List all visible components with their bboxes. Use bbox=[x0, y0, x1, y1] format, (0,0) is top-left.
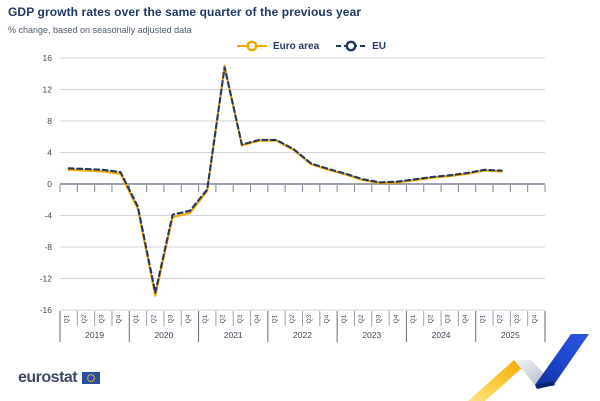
x-year-label: 2020 bbox=[154, 330, 173, 340]
x-quarter-label: Q3 bbox=[168, 314, 175, 323]
x-quarter-label: Q2 bbox=[150, 314, 157, 323]
x-quarter-label: Q3 bbox=[375, 314, 382, 323]
x-quarter-label: Q1 bbox=[341, 314, 348, 323]
legend-item-eu: EU bbox=[335, 40, 386, 52]
x-quarter-label: Q4 bbox=[116, 314, 123, 323]
x-year-label: 2021 bbox=[224, 330, 243, 340]
euro-area-line-marker-icon bbox=[237, 40, 267, 52]
x-year-label: 2022 bbox=[293, 330, 312, 340]
y-tick-label: 12 bbox=[43, 85, 53, 95]
x-quarter-label: Q1 bbox=[202, 314, 209, 323]
eu-flag-icon bbox=[82, 372, 101, 384]
x-quarter-label: Q1 bbox=[410, 314, 417, 323]
y-tick-label: 8 bbox=[47, 116, 52, 126]
x-quarter-label: Q2 bbox=[289, 314, 296, 323]
x-quarter-label: Q3 bbox=[98, 314, 105, 323]
y-tick-label: -4 bbox=[44, 211, 52, 221]
x-quarter-label: Q4 bbox=[531, 314, 538, 323]
x-quarter-label: Q2 bbox=[358, 314, 365, 323]
x-quarter-label: Q3 bbox=[306, 314, 313, 323]
x-quarter-label: Q4 bbox=[393, 314, 400, 323]
eurostat-logo: eurostat bbox=[18, 369, 101, 387]
legend: Euro area EU bbox=[236, 40, 386, 52]
series-line-eu bbox=[67, 66, 503, 294]
legend-label-euro-area: Euro area bbox=[273, 40, 320, 52]
x-quarter-label: Q4 bbox=[462, 314, 469, 323]
x-year-label: 2019 bbox=[85, 330, 104, 340]
x-quarter-label: Q2 bbox=[81, 314, 88, 323]
series-line-euro-area bbox=[67, 64, 503, 297]
chart-subtitle: % change, based on seasonally adjusted d… bbox=[8, 25, 192, 35]
y-tick-label: -8 bbox=[44, 242, 52, 252]
legend-item-euro-area: Euro area bbox=[236, 40, 319, 52]
x-quarter-label: Q4 bbox=[254, 314, 261, 323]
x-year-label: 2025 bbox=[501, 330, 520, 340]
x-quarter-label: Q2 bbox=[427, 314, 434, 323]
x-quarter-label: Q2 bbox=[220, 314, 227, 323]
x-quarter-label: Q4 bbox=[323, 314, 330, 323]
x-quarter-label: Q3 bbox=[237, 314, 244, 323]
gdp-growth-line-chart: 16 12 8 4 0 -4 -8 -12 -16 Q1 Q2 Q3 Q4 Q1 Q2 Q3 Q4 Q1 Q2 Q3 Q… bbox=[40, 53, 546, 342]
eurostat-wordmark: eurostat bbox=[18, 369, 78, 386]
x-year-label: 2023 bbox=[362, 330, 381, 340]
x-quarter-label: Q1 bbox=[479, 314, 486, 323]
page-title: GDP growth rates over the same quarter o… bbox=[8, 5, 362, 19]
x-quarter-label: Q1 bbox=[64, 314, 71, 323]
y-tick-label: -16 bbox=[40, 305, 53, 315]
y-tick-label: 16 bbox=[43, 53, 53, 63]
x-quarter-label: Q1 bbox=[272, 314, 279, 323]
x-quarter-label: Q4 bbox=[185, 314, 192, 323]
y-tick-label: 0 bbox=[47, 179, 52, 189]
y-tick-label: 4 bbox=[47, 148, 52, 158]
legend-label-eu: EU bbox=[372, 40, 387, 52]
y-tick-label: -12 bbox=[40, 274, 53, 284]
eu-line-marker-icon bbox=[336, 40, 367, 52]
x-year-label: 2024 bbox=[432, 330, 451, 340]
x-quarter-label: Q3 bbox=[445, 314, 452, 323]
x-quarter-label: Q1 bbox=[133, 314, 140, 323]
x-quarter-label: Q2 bbox=[497, 314, 504, 323]
x-quarter-label: Q3 bbox=[514, 314, 521, 323]
